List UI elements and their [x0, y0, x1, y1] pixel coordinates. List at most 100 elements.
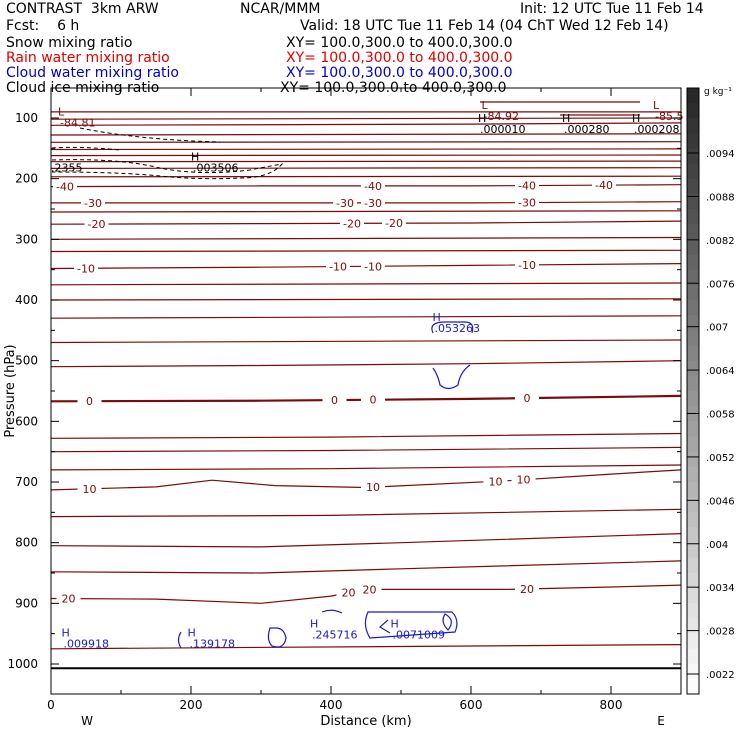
- colorbar-swatch: [687, 224, 699, 240]
- colorbar-swatch: [687, 587, 699, 604]
- isotherm-label: -30: [336, 197, 354, 210]
- colorbar-swatch: [687, 133, 699, 150]
- colorbar-swatch: [687, 481, 699, 498]
- isotherm-label-bg: [361, 393, 385, 406]
- x-axis-title: Distance (km): [320, 714, 411, 729]
- isotherm-line: [50, 167, 682, 169]
- y-tick-label: 400: [15, 293, 38, 307]
- isotherm-line: [50, 298, 682, 301]
- isotherm-line: [50, 249, 682, 253]
- isotherm-label: -30: [364, 197, 382, 210]
- y-axis-title: Pressure (hPa): [3, 344, 18, 437]
- isotherm-label: 0: [370, 394, 377, 407]
- extremum-value: .139178: [190, 638, 236, 651]
- colorbar-swatch: [687, 375, 699, 392]
- colorbar-tick-label: .007: [706, 323, 728, 334]
- colorbar-swatch: [687, 178, 699, 195]
- cloud-water-contour: [321, 609, 343, 614]
- isotherm-line: [50, 210, 682, 213]
- colorbar-swatch: [687, 633, 699, 650]
- isotherm-line: [50, 133, 682, 136]
- isotherm-label-bg: [361, 260, 385, 273]
- colorbar-tick-label: .0064: [706, 366, 735, 377]
- isotherm-line: [50, 175, 682, 178]
- isotherm-label-bg: [382, 217, 406, 230]
- isotherm-label-bg: [511, 473, 536, 486]
- x-tick-label: 0: [47, 698, 55, 712]
- isotherm-line: [50, 141, 682, 143]
- extremum-value: -85.5: [655, 110, 683, 123]
- cloud-water-contour: [442, 613, 452, 631]
- extremum-value: .0071009: [393, 629, 446, 642]
- header-model: CONTRAST 3km ARW: [6, 1, 159, 17]
- colorbar-swatch: [687, 269, 699, 286]
- isotherm-line: [50, 122, 682, 126]
- colorbar-tick-label: .0028: [706, 627, 735, 638]
- isotherm-label-bg: [515, 179, 539, 192]
- extremum-value: .000208: [634, 123, 680, 136]
- extremum-value: .000280: [564, 123, 610, 136]
- isotherm-label-bg: [53, 180, 77, 193]
- cloud-contour-layer: [51, 127, 474, 649]
- header-org: NCAR/MMM: [240, 1, 321, 17]
- isotherm-label-bg: [515, 582, 539, 595]
- extremum-value: -84.92: [484, 110, 519, 123]
- colorbar-swatch: [687, 391, 699, 407]
- isotherm-label: 10: [83, 483, 97, 496]
- isotherm-label-bg: [77, 482, 102, 495]
- isotherm-label-bg: [361, 196, 385, 209]
- y-tick-label: 500: [15, 354, 38, 368]
- cloud-water-contour: [177, 631, 182, 649]
- colorbar-swatch: [687, 557, 699, 574]
- y-tick-label: 300: [15, 232, 38, 246]
- colorbar-swatch: [687, 103, 699, 119]
- cloud-water-contour: [267, 627, 287, 648]
- colorbar-swatch: [687, 678, 699, 695]
- colorbar-swatch: [687, 163, 699, 180]
- isotherm-label-bg: [483, 475, 508, 488]
- isotherm-label: -20: [343, 217, 361, 230]
- cloud-ice-contour: [51, 146, 121, 151]
- colorbar-swatch: [687, 330, 699, 347]
- isotherm-label: 20: [342, 587, 356, 600]
- colorbar-tick-label: .0082: [706, 236, 735, 247]
- isotherm-line: [50, 432, 682, 439]
- colorbar-swatch: [687, 451, 699, 468]
- isotherm-label-bg: [56, 592, 81, 605]
- extremum-marker: H: [62, 627, 70, 640]
- y-tick-label: 700: [15, 475, 38, 489]
- isotherm-label: -10: [518, 259, 536, 272]
- legend-cloud-water-xy: XY= 100.0,300.0 to 400.0,300.0: [286, 65, 513, 81]
- header-init: Init: 12 UTC Tue 11 Feb 14: [520, 1, 704, 17]
- isotherm-line: [50, 360, 682, 368]
- isotherm-label-bg: [592, 179, 616, 192]
- colorbar-swatch: [687, 663, 699, 680]
- colorbar-swatch: [687, 118, 699, 134]
- isotherm-label-bg: [361, 481, 385, 494]
- colorbar-swatch: [687, 360, 699, 377]
- isotherm-line: [50, 160, 682, 163]
- isotherm-label: -40: [56, 181, 74, 194]
- isotherm-label-bg: [74, 262, 98, 275]
- colorbar-frame: [686, 87, 700, 695]
- isotherm-line: [50, 315, 682, 319]
- isotherm-label: 0: [86, 395, 93, 408]
- colorbar-tick-label: .0022: [706, 670, 735, 681]
- label-layer: -40 -40 -40 -40-30 -30 -30 -30-20 -20 -20-10 -10-…: [51, 99, 683, 651]
- extremum-value: -84.81: [60, 117, 95, 130]
- extremum-marker: H: [191, 150, 199, 163]
- isotherm-line: [50, 560, 682, 574]
- colorbar-swatch: [687, 603, 699, 619]
- cloud-water-contour: [364, 611, 458, 639]
- colorbar-swatch: [687, 466, 699, 483]
- colorbar-swatch: [687, 88, 699, 104]
- isotherm-label: 10: [517, 474, 531, 487]
- legend-rain: Rain water mixing ratio: [6, 50, 170, 66]
- y-tick-label: 800: [15, 536, 38, 550]
- isotherm-line-labeled: [50, 469, 682, 491]
- y-tick-label: 200: [15, 172, 38, 186]
- isotherm-line: [50, 148, 682, 151]
- x-tick-label: 800: [600, 698, 623, 712]
- colorbar-swatch: [687, 194, 699, 210]
